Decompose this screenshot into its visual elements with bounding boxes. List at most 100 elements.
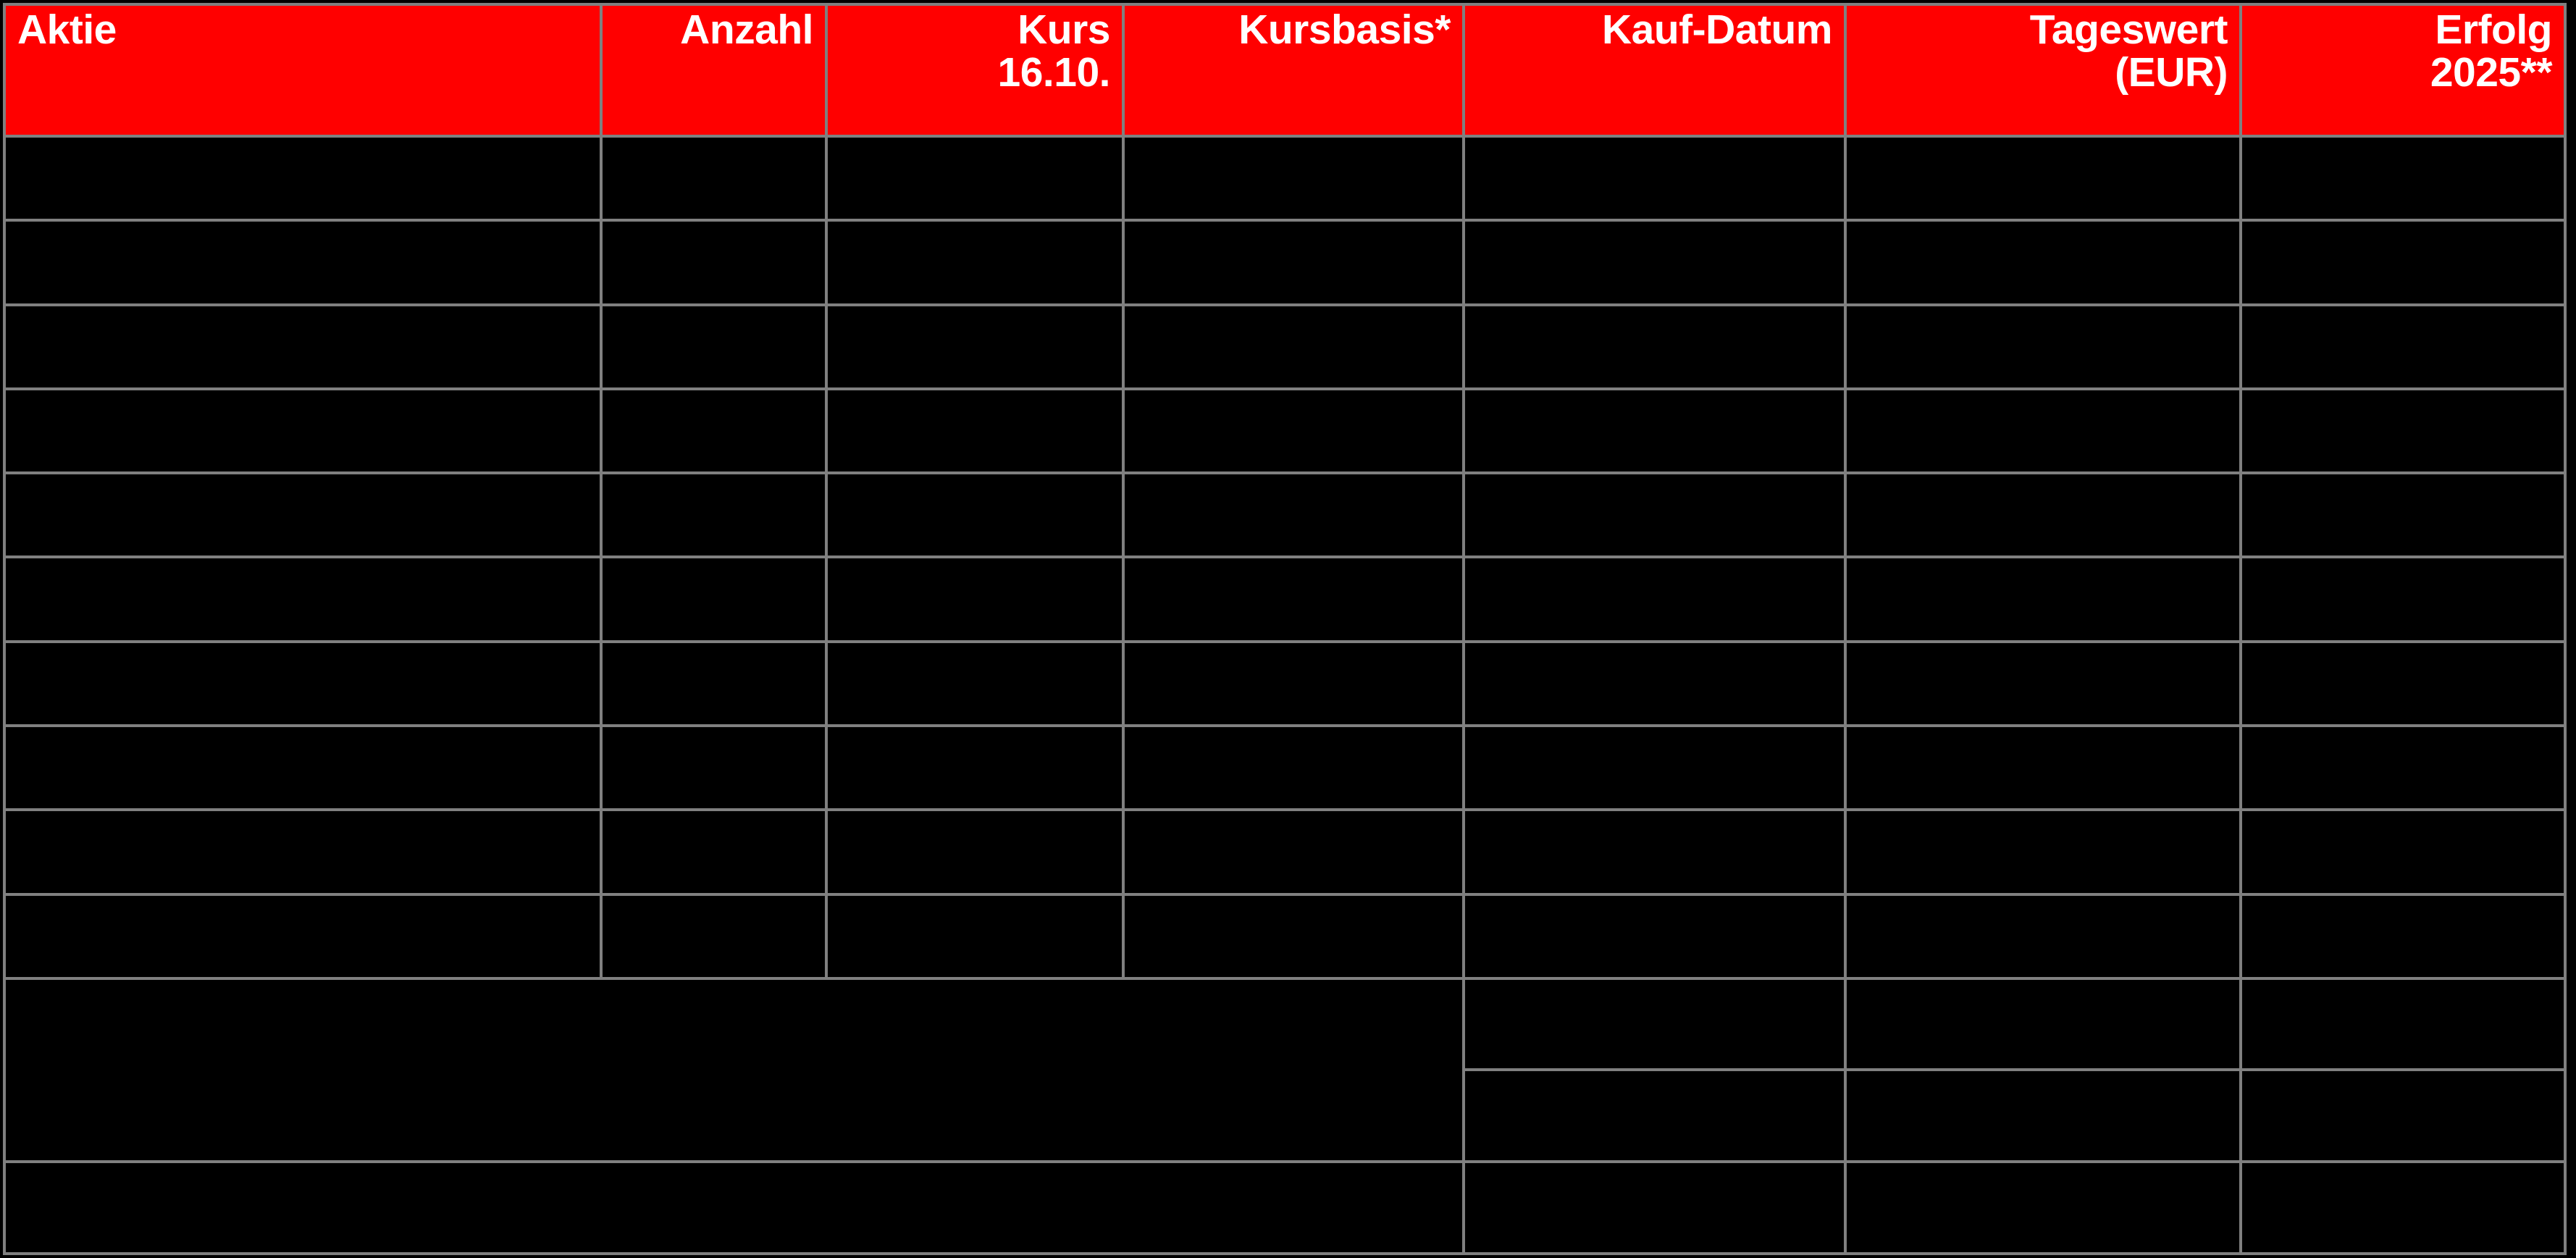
cell-kauf-datum[interactable]	[1462, 134, 1847, 222]
table-row[interactable]	[3, 387, 2567, 475]
summary-cell-kauf-datum[interactable]	[1462, 1068, 1847, 1163]
summary-row[interactable]	[4, 1068, 2567, 1163]
cell-anzahl[interactable]	[600, 724, 828, 812]
cell-kurs[interactable]	[825, 892, 1125, 980]
cell-kurs[interactable]	[825, 303, 1125, 390]
cell-aktie[interactable]	[3, 892, 603, 980]
cell-anzahl[interactable]	[600, 471, 828, 559]
total-cell-kauf-datum[interactable]	[1462, 1160, 1847, 1255]
table-row[interactable]	[3, 471, 2567, 559]
cell-kauf-datum[interactable]	[1462, 808, 1847, 896]
cell-tageswert[interactable]	[1844, 303, 2242, 390]
cell-aktie[interactable]	[3, 219, 603, 306]
cell-anzahl[interactable]	[600, 134, 828, 222]
column-header-tageswert[interactable]: Tageswert (EUR)	[1844, 3, 2242, 138]
cell-kauf-datum[interactable]	[1462, 219, 1847, 306]
cell-kursbasis[interactable]	[1122, 555, 1465, 643]
cell-kursbasis[interactable]	[1122, 640, 1465, 727]
cell-kursbasis[interactable]	[1122, 387, 1465, 475]
total-cell-erfolg[interactable]	[2239, 1160, 2567, 1255]
cell-kursbasis[interactable]	[1122, 892, 1465, 980]
table-row[interactable]	[3, 303, 2567, 390]
table-row[interactable]	[3, 808, 2567, 896]
cell-erfolg[interactable]	[2239, 219, 2567, 306]
cell-erfolg[interactable]	[2239, 387, 2567, 475]
summary-cell-tageswert[interactable]	[1844, 1068, 2242, 1163]
cell-tageswert[interactable]	[1844, 387, 2242, 475]
cell-kurs[interactable]	[825, 640, 1125, 727]
total-label-cell[interactable]	[3, 1160, 1465, 1255]
cell-anzahl[interactable]	[600, 219, 828, 306]
cell-anzahl[interactable]	[600, 303, 828, 390]
table-row[interactable]	[3, 219, 2567, 306]
cell-kurs[interactable]	[825, 555, 1125, 643]
total-cell-tageswert[interactable]	[1844, 1160, 2242, 1255]
cell-kurs[interactable]	[825, 724, 1125, 812]
column-header-erfolg[interactable]: Erfolg 2025**	[2239, 3, 2567, 138]
cell-aktie[interactable]	[3, 134, 603, 222]
cell-erfolg[interactable]	[2239, 471, 2567, 559]
cell-kurs[interactable]	[825, 808, 1125, 896]
summary-row[interactable]	[3, 976, 2567, 1163]
cell-kauf-datum[interactable]	[1462, 471, 1847, 559]
table-row[interactable]	[3, 892, 2567, 980]
table-row[interactable]	[3, 555, 2567, 643]
cell-erfolg[interactable]	[2239, 640, 2567, 727]
cell-tageswert[interactable]	[1844, 724, 2242, 812]
column-header-kauf-datum[interactable]: Kauf-Datum	[1462, 3, 1847, 138]
cell-tageswert[interactable]	[1844, 555, 2242, 643]
cell-anzahl[interactable]	[600, 808, 828, 896]
cell-aktie[interactable]	[3, 555, 603, 643]
cell-aktie[interactable]	[3, 640, 603, 727]
cell-aktie[interactable]	[3, 724, 603, 812]
cell-kursbasis[interactable]	[1122, 724, 1465, 812]
cell-kauf-datum[interactable]	[1462, 640, 1847, 727]
cell-kurs[interactable]	[825, 219, 1125, 306]
column-header-aktie[interactable]: Aktie	[3, 3, 603, 138]
cell-anzahl[interactable]	[600, 640, 828, 727]
cell-erfolg[interactable]	[2239, 134, 2567, 222]
cell-kauf-datum[interactable]	[1462, 555, 1847, 643]
total-row[interactable]	[3, 1160, 2567, 1255]
cell-tageswert[interactable]	[1844, 134, 2242, 222]
cell-tageswert[interactable]	[1844, 892, 2242, 980]
cell-kurs[interactable]	[825, 134, 1125, 222]
cell-tageswert[interactable]	[1844, 640, 2242, 727]
cell-kursbasis[interactable]	[1122, 219, 1465, 306]
cell-kauf-datum[interactable]	[1462, 892, 1847, 980]
table-row[interactable]	[3, 724, 2567, 812]
cell-kursbasis[interactable]	[1122, 134, 1465, 222]
cell-tageswert[interactable]	[1844, 471, 2242, 559]
cell-erfolg[interactable]	[2239, 892, 2567, 980]
cell-aktie[interactable]	[3, 387, 603, 475]
column-header-kurs[interactable]: Kurs 16.10.	[825, 3, 1125, 138]
cell-kurs[interactable]	[825, 471, 1125, 559]
cell-kurs[interactable]	[825, 387, 1125, 475]
table-row[interactable]	[3, 640, 2567, 727]
cell-kauf-datum[interactable]	[1462, 387, 1847, 475]
cell-aktie[interactable]	[3, 303, 603, 390]
column-header-anzahl[interactable]: Anzahl	[600, 3, 828, 138]
cell-anzahl[interactable]	[600, 892, 828, 980]
cell-kauf-datum[interactable]	[1462, 724, 1847, 812]
summary-cell-tageswert[interactable]	[1844, 976, 2242, 1072]
cell-erfolg[interactable]	[2239, 724, 2567, 812]
cell-erfolg[interactable]	[2239, 303, 2567, 390]
column-header-kursbasis[interactable]: Kursbasis*	[1122, 3, 1465, 138]
cell-tageswert[interactable]	[1844, 808, 2242, 896]
cell-kursbasis[interactable]	[1122, 808, 1465, 896]
table-row[interactable]	[3, 134, 2567, 222]
summary-block-label-cell[interactable]	[3, 976, 1465, 1163]
cell-kursbasis[interactable]	[1122, 471, 1465, 559]
cell-kauf-datum[interactable]	[1462, 303, 1847, 390]
cell-erfolg[interactable]	[2239, 555, 2567, 643]
summary-cell-erfolg[interactable]	[2239, 976, 2567, 1072]
cell-aktie[interactable]	[3, 471, 603, 559]
cell-aktie[interactable]	[3, 808, 603, 896]
cell-erfolg[interactable]	[2239, 808, 2567, 896]
summary-cell-kauf-datum[interactable]	[1462, 976, 1847, 1072]
summary-cell-erfolg[interactable]	[2239, 1068, 2567, 1163]
cell-anzahl[interactable]	[600, 555, 828, 643]
cell-tageswert[interactable]	[1844, 219, 2242, 306]
cell-anzahl[interactable]	[600, 387, 828, 475]
